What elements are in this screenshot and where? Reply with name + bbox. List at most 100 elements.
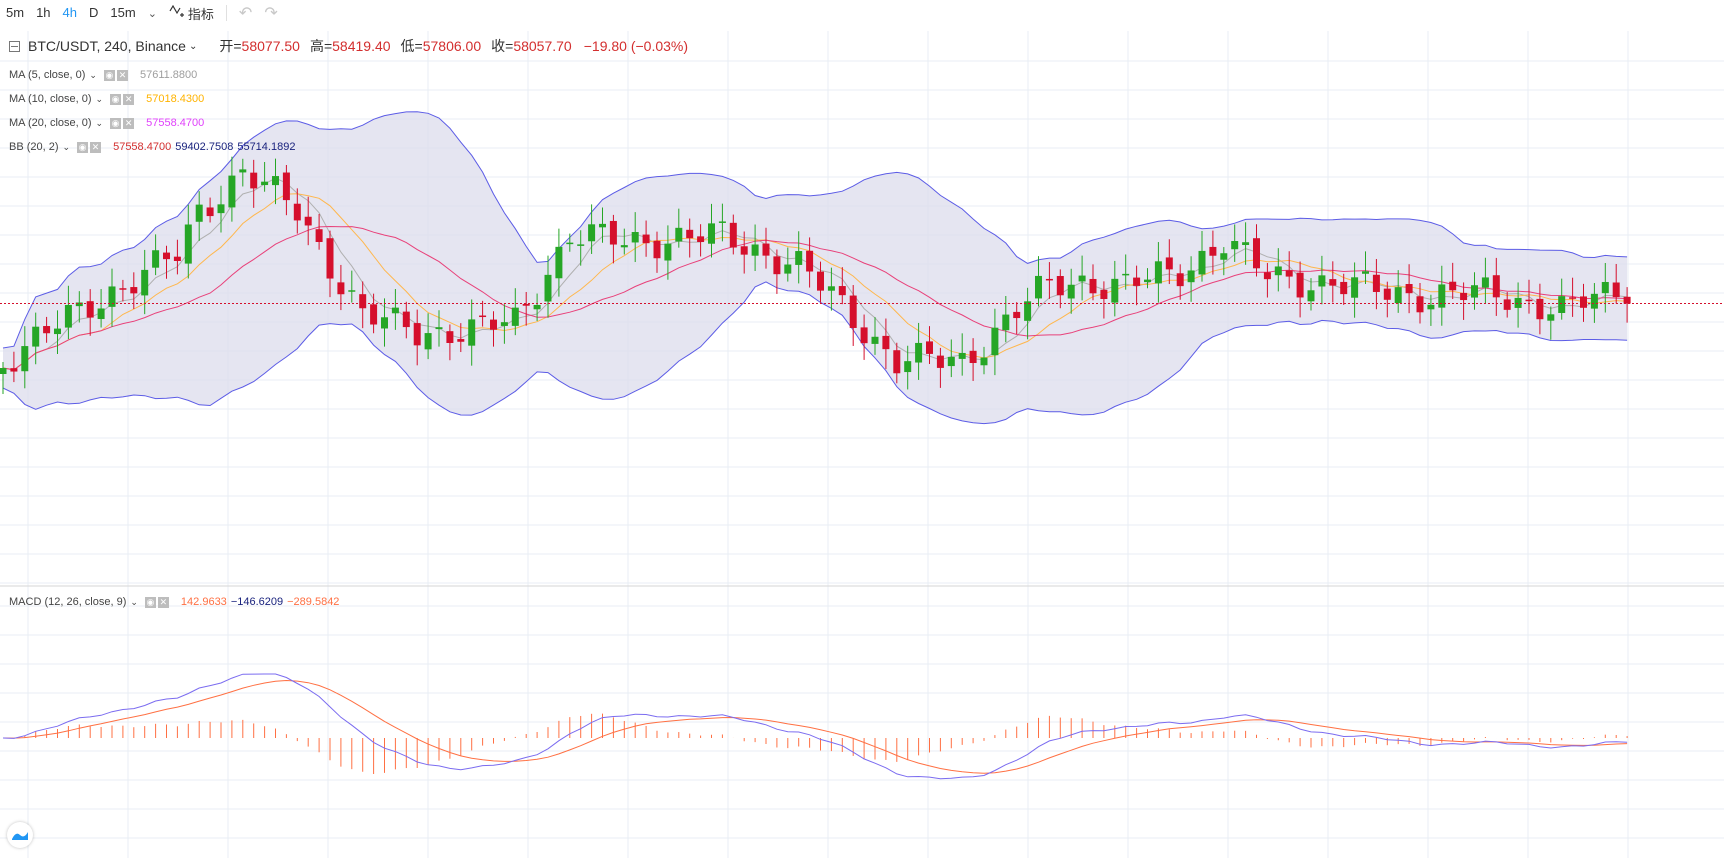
timeframe-1h[interactable]: 1h xyxy=(36,5,51,20)
candle-body xyxy=(173,256,181,262)
tradingview-logo-icon[interactable] xyxy=(7,822,33,848)
candle-body xyxy=(1383,288,1391,300)
candle-body xyxy=(1405,284,1413,294)
candle-body xyxy=(1067,284,1075,299)
candle-body xyxy=(795,251,803,265)
candle-body xyxy=(1220,253,1228,260)
candle-body xyxy=(10,368,18,372)
chevron-down-icon[interactable]: ⌄ xyxy=(147,7,157,20)
low-label: 低= xyxy=(400,38,423,54)
candle-body xyxy=(413,323,421,346)
candle-body xyxy=(1154,261,1162,284)
macd-line xyxy=(2,673,1628,780)
candle-body xyxy=(479,315,487,318)
candle-body xyxy=(1351,277,1359,298)
candle-body xyxy=(631,232,639,243)
redo-icon[interactable]: ↷ xyxy=(264,5,278,22)
candle-body xyxy=(282,172,290,201)
indicator-legend-bb[interactable]: BB (20, 2) ⌄ ◉ ✕ 57558.4700 59402.7508 557… xyxy=(9,141,295,153)
candle-body xyxy=(1612,282,1620,298)
candle-body xyxy=(1176,273,1184,287)
chevron-down-icon[interactable]: ⌄ xyxy=(188,40,198,52)
candle-body xyxy=(457,339,465,342)
candle-body xyxy=(391,307,399,314)
candle-body xyxy=(86,301,94,318)
macd-pane xyxy=(2,673,1628,780)
candle-body xyxy=(1013,311,1021,319)
bb-upper-value: 59402.7508 xyxy=(175,141,234,153)
chart-canvas[interactable] xyxy=(0,31,1724,858)
indicator-legend-ma5[interactable]: MA (5, close, 0) ⌄ ◉ ✕ 57611.8800 xyxy=(9,69,197,81)
candle-body xyxy=(446,331,454,343)
close-icon[interactable]: ✕ xyxy=(123,117,135,129)
candle-body xyxy=(1045,278,1053,281)
candle-body xyxy=(97,308,105,320)
macd-line-value: −146.6209 xyxy=(230,596,284,608)
close-icon[interactable]: ✕ xyxy=(116,69,128,81)
indicator-label[interactable]: MA (20, close, 0) xyxy=(9,117,92,129)
collapse-icon[interactable] xyxy=(9,40,20,52)
candle-body xyxy=(1503,299,1511,310)
candle-body xyxy=(1536,298,1544,320)
macd-legend[interactable]: MACD (12, 26, close, 9) ⌄ ◉ ✕ 142.9633 −14… xyxy=(9,596,339,608)
candle-body xyxy=(784,264,792,274)
timeframe-5m[interactable]: 5m xyxy=(6,5,25,20)
indicator-label[interactable]: BB (20, 2) xyxy=(9,141,59,153)
candle-body xyxy=(1372,274,1380,292)
visibility-icon[interactable]: ◉ xyxy=(77,141,89,153)
visibility-icon[interactable]: ◉ xyxy=(103,69,115,81)
candle-body xyxy=(718,221,726,223)
close-icon[interactable]: ✕ xyxy=(157,596,169,608)
undo-icon[interactable]: ↶ xyxy=(238,5,253,22)
indicator-legend-ma20[interactable]: MA (20, close, 0) ⌄ ◉ ✕ 57558.4700 xyxy=(9,117,204,129)
candle-body xyxy=(54,328,61,335)
chevron-down-icon[interactable]: ⌄ xyxy=(89,69,97,80)
chevron-down-icon[interactable]: ⌄ xyxy=(62,141,71,152)
candle-body xyxy=(272,176,279,186)
candle-body xyxy=(686,229,694,239)
close-label: 收= xyxy=(491,38,514,54)
candle-body xyxy=(152,250,160,268)
close-icon[interactable]: ✕ xyxy=(90,141,102,153)
toolbar-divider xyxy=(225,5,227,21)
candle-body xyxy=(43,326,51,334)
candle-body xyxy=(1209,246,1217,256)
timeframe-15m[interactable]: 15m xyxy=(110,5,136,20)
candle-body xyxy=(729,222,737,248)
symbol-label[interactable]: BTC/USDT, 240, Binance xyxy=(28,38,186,54)
candle-body xyxy=(1438,284,1446,308)
timeframe-4h[interactable]: 4h xyxy=(62,5,77,20)
low-value: 57806.00 xyxy=(422,38,482,54)
candle-body xyxy=(904,361,912,373)
candle-body xyxy=(1165,257,1173,270)
candle-body xyxy=(555,246,563,279)
visibility-icon[interactable]: ◉ xyxy=(110,93,122,105)
candle-body xyxy=(435,327,443,330)
candle-body xyxy=(228,175,236,208)
chevron-down-icon[interactable]: ⌄ xyxy=(95,117,104,128)
indicator-label[interactable]: MA (10, close, 0) xyxy=(9,93,92,105)
candle-body xyxy=(1329,279,1337,286)
indicator-label[interactable]: MA (5, close, 0) xyxy=(9,69,86,81)
visibility-icon[interactable]: ◉ xyxy=(110,117,122,129)
candle-body xyxy=(762,243,770,256)
candle-body xyxy=(304,216,312,226)
candle-body xyxy=(882,335,890,350)
change-value: −19.80 (−0.03%) xyxy=(583,38,689,54)
timeframe-d[interactable]: D xyxy=(89,5,99,20)
candle-body xyxy=(1525,299,1533,302)
candle-body xyxy=(1187,270,1195,283)
candle-body xyxy=(1427,304,1435,310)
chevron-down-icon[interactable]: ⌄ xyxy=(95,93,104,104)
indicators-button[interactable]: 指标 xyxy=(163,4,220,23)
candle-body xyxy=(337,282,345,295)
bb-upper-band xyxy=(2,111,1628,349)
indicator-legend-ma10[interactable]: MA (10, close, 0) ⌄ ◉ ✕ 57018.4300 xyxy=(9,93,204,105)
visibility-icon[interactable]: ◉ xyxy=(144,596,156,608)
chevron-down-icon[interactable]: ⌄ xyxy=(130,596,138,607)
macd-label[interactable]: MACD (12, 26, close, 9) xyxy=(9,596,127,608)
close-icon[interactable]: ✕ xyxy=(123,93,135,105)
candle-body xyxy=(1514,297,1522,308)
candle-body xyxy=(675,227,683,242)
candle-body xyxy=(119,288,127,290)
